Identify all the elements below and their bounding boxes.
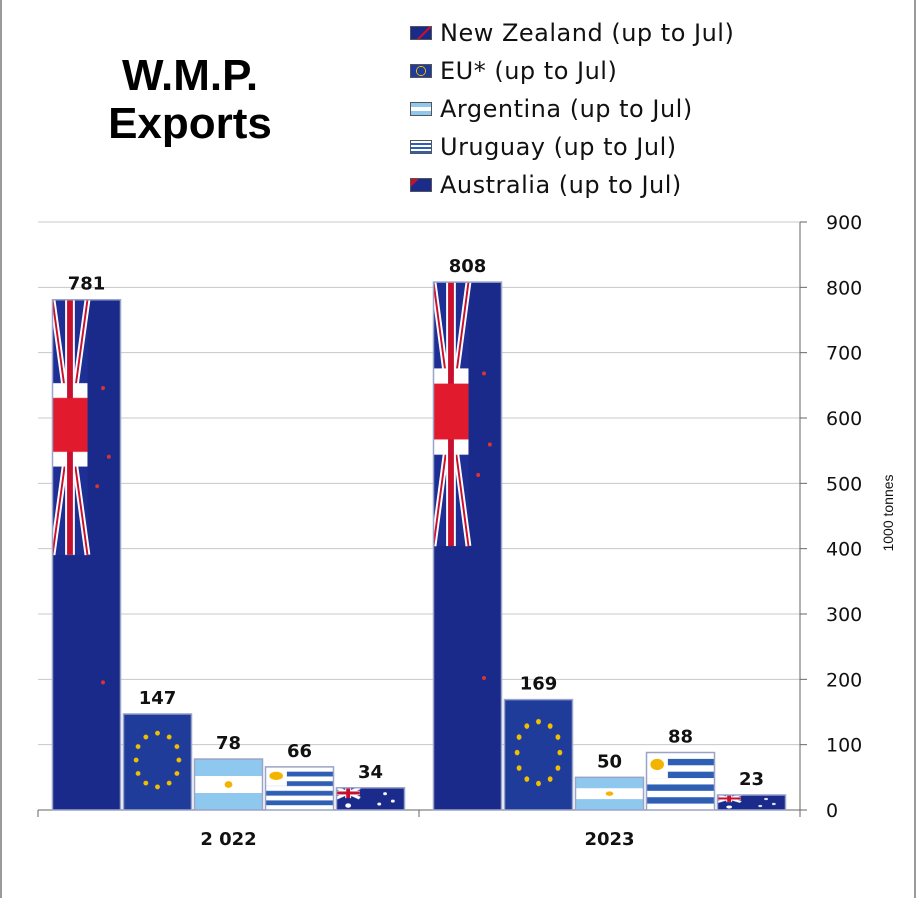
bar-eu-0 bbox=[122, 713, 193, 811]
bar-argentina-0 bbox=[193, 758, 264, 811]
new-zealand-flag-icon bbox=[410, 26, 432, 40]
gridlines bbox=[38, 221, 800, 746]
x-tick-label-1: 2023 bbox=[584, 829, 634, 850]
data-label-argentina-1: 50 bbox=[597, 751, 622, 772]
bar-nz-1 bbox=[432, 281, 503, 811]
data-label-argentina-0: 78 bbox=[216, 733, 241, 754]
y-tick-label-900: 900 bbox=[826, 212, 862, 234]
data-label-australia-1: 23 bbox=[739, 769, 764, 790]
y-tick-label-700: 700 bbox=[826, 343, 862, 365]
bar-eu-1 bbox=[503, 698, 574, 811]
chart-title-line-1: W.M.P. bbox=[121, 51, 259, 100]
y-tick-label-600: 600 bbox=[826, 408, 862, 430]
bar-uruguay-1 bbox=[645, 751, 716, 811]
legend-item-argentina: Argentina (up to Jul) bbox=[410, 90, 734, 128]
data-label-australia-0: 34 bbox=[358, 762, 383, 783]
legend-item-new-zealand: New Zealand (up to Jul) bbox=[410, 14, 734, 52]
eu-flag-icon bbox=[410, 64, 432, 78]
chart-title-line-2: Exports bbox=[108, 99, 272, 148]
data-label-eu-0: 147 bbox=[139, 688, 177, 709]
bar-australia-0 bbox=[335, 787, 406, 811]
legend: New Zealand (up to Jul) EU* (up to Jul) … bbox=[410, 14, 734, 204]
axes: 0 100 200 300 400 500 600 700 800 900 2 022 2023 bbox=[37, 212, 862, 850]
data-labels: 781 147 78 66 34 808 169 50 88 23 bbox=[68, 256, 764, 790]
y-tick-label-100: 100 bbox=[826, 735, 862, 757]
bar-nz-0 bbox=[51, 298, 122, 811]
y-tick-label-800: 800 bbox=[826, 277, 862, 299]
data-label-nz-1: 808 bbox=[449, 256, 487, 277]
legend-label-uruguay: Uruguay (up to Jul) bbox=[440, 133, 677, 161]
legend-label-new-zealand: New Zealand (up to Jul) bbox=[440, 19, 735, 47]
bar-uruguay-0 bbox=[264, 766, 335, 811]
legend-label-eu: EU* (up to Jul) bbox=[440, 57, 618, 85]
legend-item-uruguay: Uruguay (up to Jul) bbox=[410, 128, 734, 166]
bar-argentina-1 bbox=[574, 776, 645, 811]
data-label-nz-0: 781 bbox=[68, 274, 106, 295]
argentina-flag-icon bbox=[410, 102, 432, 116]
y-tick-label-300: 300 bbox=[826, 604, 862, 626]
uruguay-flag-icon bbox=[410, 140, 432, 154]
legend-item-eu: EU* (up to Jul) bbox=[410, 52, 734, 90]
x-tick-label-0: 2 022 bbox=[200, 829, 256, 850]
australia-flag-icon bbox=[410, 178, 432, 192]
y-tick-label-0: 0 bbox=[826, 800, 838, 822]
bars bbox=[51, 281, 787, 811]
y-tick-label-200: 200 bbox=[826, 669, 862, 691]
legend-label-argentina: Argentina (up to Jul) bbox=[440, 95, 693, 123]
y-tick-label-500: 500 bbox=[826, 473, 862, 495]
data-label-eu-1: 169 bbox=[520, 674, 558, 695]
data-label-uruguay-1: 88 bbox=[668, 727, 693, 748]
y-axis-title: 1000 tonnes bbox=[880, 474, 896, 551]
legend-item-australia: Australia (up to Jul) bbox=[410, 166, 734, 204]
legend-label-australia: Australia (up to Jul) bbox=[440, 171, 682, 199]
bar-australia-1 bbox=[716, 794, 787, 811]
chart-title: W.M.P. Exports bbox=[70, 52, 310, 148]
data-label-uruguay-0: 66 bbox=[287, 741, 312, 762]
y-tick-label-400: 400 bbox=[826, 539, 862, 561]
